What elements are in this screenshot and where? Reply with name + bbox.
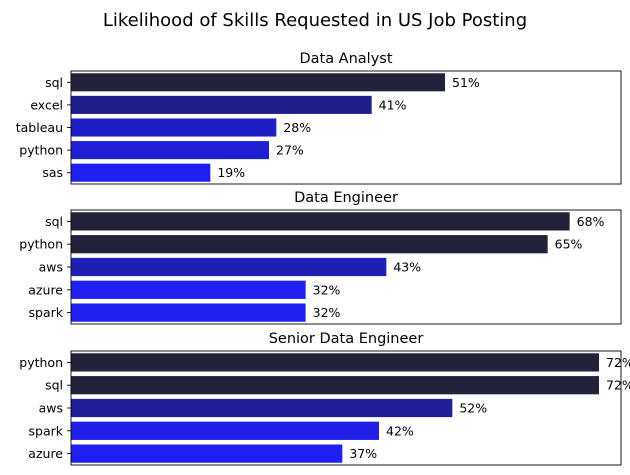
- data-analyst-tick-label-sas: sas: [42, 165, 63, 180]
- data-analyst-bar-sql: [71, 73, 445, 92]
- senior-data-engineer-title: Senior Data Engineer: [269, 331, 424, 347]
- data-analyst-bar-excel: [71, 95, 372, 114]
- senior-data-engineer-tick-label-aws: aws: [39, 401, 63, 416]
- data-engineer-bar-label-spark: 32%: [313, 305, 341, 320]
- data-engineer-bar-spark: [71, 303, 306, 322]
- data-analyst-bar-python: [71, 141, 269, 160]
- subplots: Data Analyst sql 51% excel 41% tableau 28% pyth…: [16, 51, 630, 466]
- data-engineer-bar-aws: [71, 257, 387, 277]
- senior-data-engineer-bar-sql: [71, 376, 599, 395]
- data-analyst-tick-label-python: python: [19, 143, 63, 158]
- data-analyst-bar-label-excel: 41%: [379, 97, 407, 112]
- data-engineer-tick-label-python: python: [19, 237, 63, 252]
- data-engineer-tick-label-aws: aws: [39, 260, 63, 275]
- data-analyst-axes-frame: [70, 70, 622, 185]
- senior-data-engineer-tick-label-python: python: [19, 355, 63, 370]
- data-engineer-bar-python: [71, 235, 548, 254]
- data-analyst-bar-tableau: [71, 118, 277, 137]
- senior-data-engineer-bar-label-azure: 37%: [349, 446, 377, 461]
- senior-data-engineer-bar-label-sql: 72%: [606, 378, 630, 393]
- data-analyst-tick-label-tableau: tableau: [16, 120, 63, 135]
- data-analyst-bar-label-sas: 19%: [217, 165, 245, 180]
- data-engineer-tick-label-spark: spark: [29, 305, 64, 320]
- senior-data-engineer-bar-python: [71, 353, 599, 372]
- data-engineer-title: Data Engineer: [294, 190, 398, 206]
- senior-data-engineer-bar-label-aws: 52%: [459, 401, 487, 416]
- data-engineer-axes-frame: [70, 209, 622, 325]
- data-engineer-bar-label-python: 65%: [555, 237, 583, 252]
- data-analyst-bar-label-python: 27%: [276, 143, 304, 158]
- data-analyst-title: Data Analyst: [299, 51, 392, 67]
- data-engineer-tick-label-azure: azure: [28, 282, 63, 297]
- senior-data-engineer-bar-label-python: 72%: [606, 355, 630, 370]
- data-analyst-bar-label-tableau: 28%: [283, 120, 311, 135]
- data-analyst-tick-label-sql: sql: [45, 75, 63, 90]
- senior-data-engineer-tick-label-spark: spark: [29, 423, 64, 438]
- senior-data-engineer-tick-label-sql: sql: [45, 378, 63, 393]
- data-analyst-tick-label-excel: excel: [30, 97, 63, 112]
- data-analyst-panel: Data Analyst sql 51% excel 41% tableau 28% pyth…: [16, 51, 622, 185]
- data-analyst-bar-sas: [71, 163, 211, 182]
- data-analyst-bar-label-sql: 51%: [452, 75, 480, 90]
- data-engineer-bar-azure: [71, 280, 306, 299]
- data-engineer-bar-label-sql: 68%: [577, 214, 605, 229]
- data-engineer-bar-sql: [71, 212, 570, 231]
- senior-data-engineer-bar-spark: [71, 421, 379, 440]
- data-engineer-panel: Data Engineer sql 68% python 65% aws 43% azure 3…: [19, 190, 622, 325]
- senior-data-engineer-bar-aws: [71, 398, 453, 418]
- data-engineer-bar-label-azure: 32%: [313, 282, 341, 297]
- senior-data-engineer-bar-label-spark: 42%: [386, 423, 414, 438]
- senior-data-engineer-bar-azure: [71, 444, 343, 463]
- senior-data-engineer-tick-label-azure: azure: [28, 446, 63, 461]
- data-engineer-bar-label-aws: 43%: [393, 260, 421, 275]
- figure-title: Likelihood of Skills Requested in US Job…: [103, 10, 527, 31]
- senior-data-engineer-axes-frame: [70, 350, 622, 466]
- senior-data-engineer-panel: Senior Data Engineer python 72% sql 72% aws 52…: [19, 331, 630, 466]
- data-engineer-tick-label-sql: sql: [45, 214, 63, 229]
